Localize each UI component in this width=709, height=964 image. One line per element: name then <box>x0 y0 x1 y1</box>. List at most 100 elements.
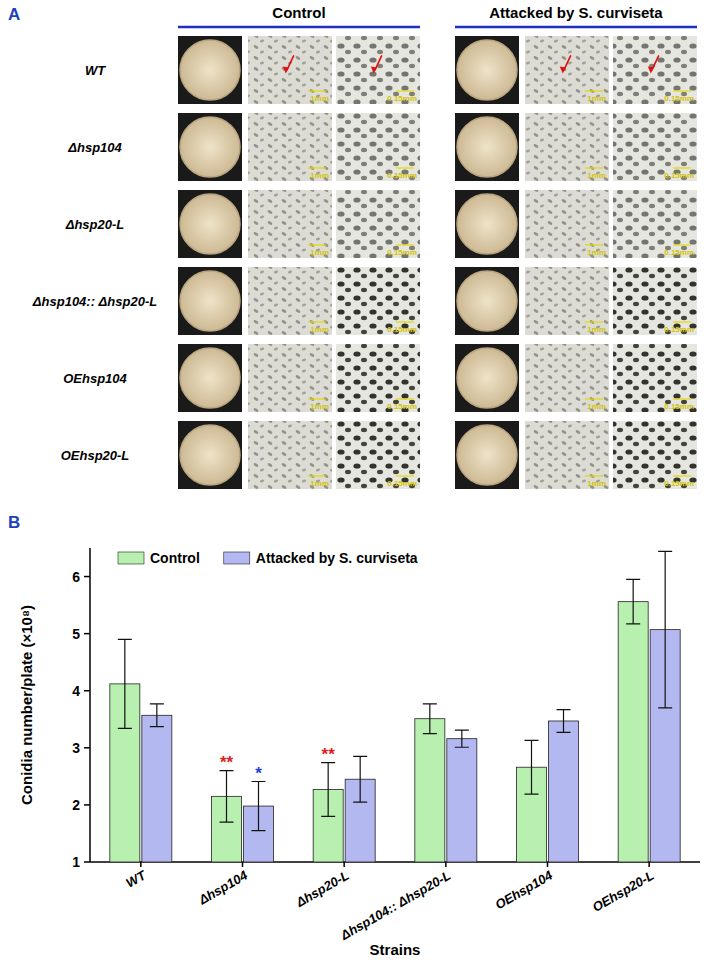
plate-photo <box>455 113 519 181</box>
panel-letter: B <box>8 513 20 532</box>
scale-label: 0.15mm <box>387 248 417 257</box>
arrowhead <box>648 66 654 73</box>
scale-bar <box>308 167 326 168</box>
spores <box>525 344 609 412</box>
scale-label: 0.15mm <box>664 94 694 103</box>
scale-bar <box>585 167 603 168</box>
error-bar <box>118 639 132 728</box>
scale-label: 0.15mm <box>387 171 417 180</box>
x-tick <box>648 862 650 867</box>
scale-label: 1mm <box>587 479 606 488</box>
x-axis <box>90 861 700 863</box>
spores <box>613 190 697 258</box>
scale-bar <box>308 321 326 322</box>
spores <box>525 421 609 489</box>
scale-label: 0.15mm <box>664 325 694 334</box>
row-label: OEhsp20-L <box>61 448 130 463</box>
plate-photo <box>455 190 519 258</box>
x-tick <box>547 862 549 867</box>
scale-bar <box>396 475 414 476</box>
column-head: Control <box>272 4 325 21</box>
legend-label: Control <box>150 550 200 566</box>
error-bar <box>353 756 367 802</box>
x-axis-title: Strains <box>370 941 421 958</box>
bar <box>142 715 172 862</box>
scale-bar <box>396 321 414 322</box>
scale-bar <box>308 398 326 399</box>
y-tick-label: 1 <box>72 854 80 870</box>
micrograph <box>525 113 609 181</box>
scale-label: 0.15mm <box>664 479 694 488</box>
micrograph <box>613 344 697 412</box>
micrograph <box>248 267 332 335</box>
spores <box>613 421 697 489</box>
scale-label: 0.15mm <box>664 248 694 257</box>
bar <box>549 721 579 862</box>
x-tick-label: Δhsp104:: Δhsp20-L <box>337 868 453 944</box>
header-rule <box>455 26 697 29</box>
micrograph <box>248 421 332 489</box>
scale-bar <box>396 90 414 91</box>
plate <box>457 425 517 485</box>
header-rule <box>178 26 420 29</box>
row-label: Δhsp104:: Δhsp20-L <box>32 294 157 309</box>
micrograph <box>336 36 420 104</box>
plate-photo <box>455 421 519 489</box>
arrowhead <box>371 66 377 73</box>
scale-label: 1mm <box>310 171 329 180</box>
bar <box>415 719 445 862</box>
spores <box>248 421 332 489</box>
micrograph <box>248 113 332 181</box>
error-bar <box>658 551 672 707</box>
spores <box>248 190 332 258</box>
scale-label: 0.15mm <box>387 94 417 103</box>
plate <box>180 271 240 331</box>
plate <box>457 348 517 408</box>
y-tick-label: 6 <box>72 569 80 585</box>
scale-label: 0.15mm <box>664 171 694 180</box>
spores <box>336 113 420 181</box>
micrograph <box>525 344 609 412</box>
scale-label: 1mm <box>310 402 329 411</box>
y-tick <box>84 576 90 578</box>
y-tick <box>84 747 90 749</box>
spores <box>613 267 697 335</box>
plate <box>180 194 240 254</box>
legend-swatch <box>224 552 250 564</box>
row-label: Δhsp20-L <box>65 217 125 232</box>
plate-photo <box>455 267 519 335</box>
plate <box>457 194 517 254</box>
plate <box>180 117 240 177</box>
scale-label: 1mm <box>587 171 606 180</box>
plate-photo <box>455 344 519 412</box>
scale-label: 1mm <box>310 94 329 103</box>
y-tick-label: 4 <box>72 683 80 699</box>
micrograph <box>336 344 420 412</box>
error-bar <box>557 710 571 733</box>
micrograph <box>336 113 420 181</box>
plate-photo <box>455 36 519 104</box>
x-tick-label: WT <box>123 867 149 891</box>
micrograph <box>613 267 697 335</box>
scale-bar <box>396 398 414 399</box>
spores <box>613 113 697 181</box>
significance: * <box>255 764 262 783</box>
scale-label: 1mm <box>310 325 329 334</box>
micrograph <box>613 421 697 489</box>
plate <box>180 425 240 485</box>
scale-bar <box>585 398 603 399</box>
spores <box>613 36 697 104</box>
spores <box>248 113 332 181</box>
scale-bar <box>585 321 603 322</box>
error-bar <box>220 771 234 822</box>
scale-bar <box>308 90 326 91</box>
arrowhead <box>283 66 289 73</box>
micrograph <box>525 36 609 104</box>
y-tick <box>84 861 90 863</box>
scale-label: 1mm <box>587 402 606 411</box>
scale-label: 0.15mm <box>387 402 417 411</box>
scale-label: 0.15mm <box>387 325 417 334</box>
x-tick <box>140 862 142 867</box>
y-tick <box>84 804 90 806</box>
scale-bar <box>673 321 691 322</box>
